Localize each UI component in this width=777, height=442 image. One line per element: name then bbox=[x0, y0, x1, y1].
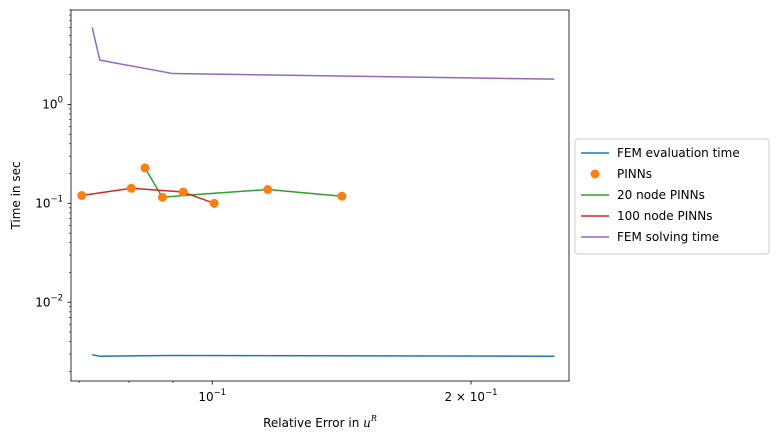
scatter-point-5 bbox=[209, 198, 219, 208]
y-axis-label: Time in sec bbox=[9, 161, 23, 230]
series-line-2 bbox=[144, 167, 342, 199]
x-tick-label-1: 2 × 10−1 bbox=[444, 388, 497, 404]
legend-label-2: 20 node PINNs bbox=[617, 188, 705, 202]
y-tick-label-0: 10−2 bbox=[35, 293, 63, 309]
legend-frame bbox=[574, 138, 770, 255]
y-tick-label-2: 100 bbox=[42, 95, 63, 111]
plot-frame bbox=[70, 9, 570, 382]
series-line-3 bbox=[81, 187, 215, 205]
scatter-point-1 bbox=[126, 183, 136, 193]
scatter-point-2 bbox=[140, 163, 150, 173]
plot-content bbox=[77, 27, 555, 357]
series-line-0 bbox=[92, 353, 555, 357]
legend-label-1: PINNs bbox=[617, 167, 652, 181]
legend: FEM evaluation time PINNs 20 node PINNs 100… bbox=[574, 138, 770, 255]
scatter-point-6 bbox=[263, 185, 273, 194]
legend-label-0: FEM evaluation time bbox=[617, 146, 740, 160]
series-line-4 bbox=[91, 27, 555, 80]
x-axis-label: Relative Error in uR bbox=[263, 414, 377, 430]
x-tick-label-0: 10−1 bbox=[198, 388, 226, 404]
x-axis: 10−1 2 × 10−1 bbox=[78, 381, 498, 404]
legend-label-4: FEM solving time bbox=[617, 230, 719, 244]
scatter-point-7 bbox=[337, 191, 347, 201]
scatter-point-4 bbox=[178, 187, 188, 197]
y-axis: 10−2 10−1 100 bbox=[35, 9, 71, 372]
legend-marker-1 bbox=[590, 169, 600, 179]
scatter-point-0 bbox=[77, 191, 87, 200]
y-tick-label-1: 10−1 bbox=[35, 194, 63, 210]
scatter-point-3 bbox=[157, 192, 167, 202]
legend-label-3: 100 node PINNs bbox=[617, 209, 712, 223]
